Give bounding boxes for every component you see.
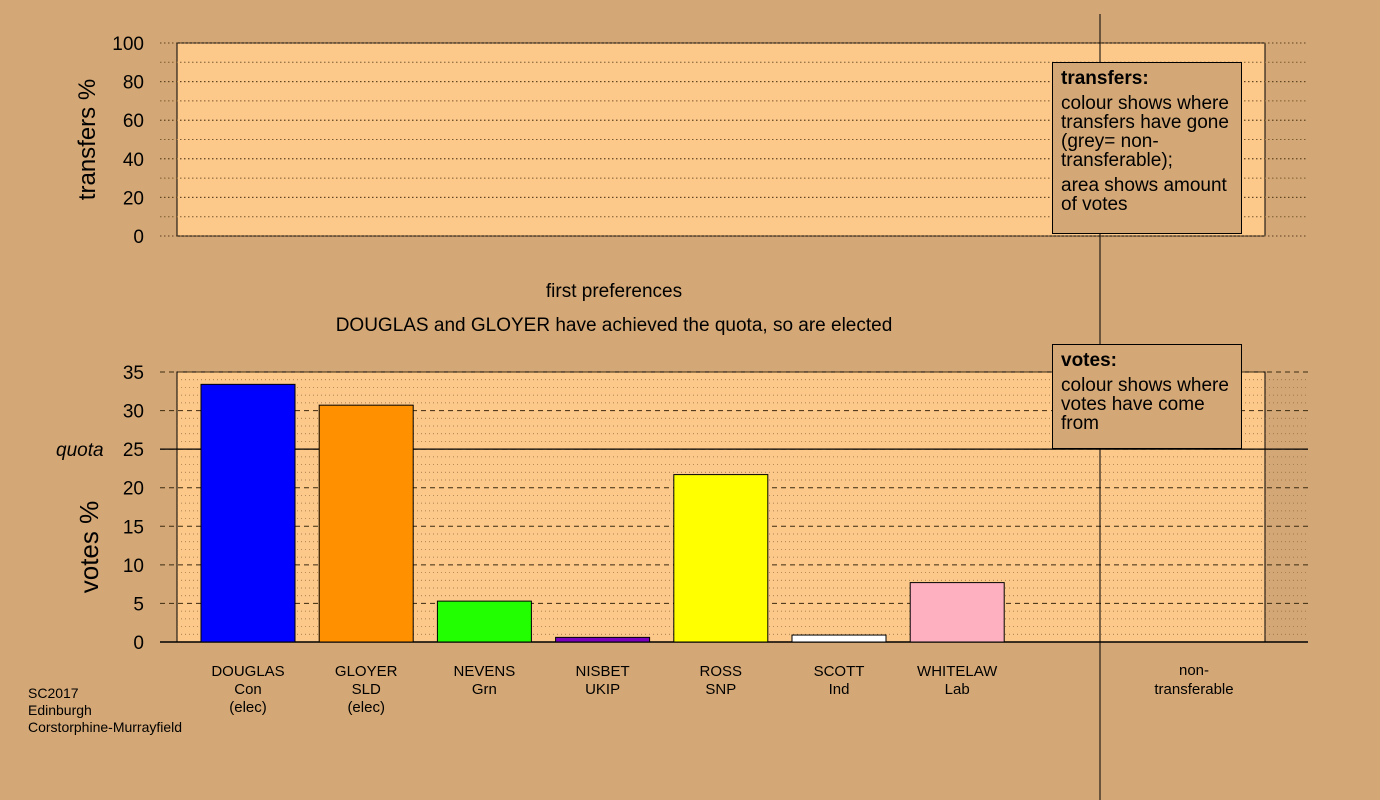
votes-y-tick-label: 10 <box>123 556 144 577</box>
stage-title: first preferences <box>546 281 682 302</box>
candidate-elected-label: (elec) <box>347 699 385 716</box>
footer-ward: Corstorphine-Murrayfield <box>28 719 183 735</box>
stage-message: DOUGLAS and GLOYER have achieved the quo… <box>336 315 893 336</box>
transfers-y-tick-label: 40 <box>123 150 144 171</box>
transfers-legend-line-1: colour shows where transfers have gone (… <box>1061 93 1229 171</box>
footer-election: SC2017 <box>28 685 79 701</box>
votes-legend-title: votes: <box>1061 350 1117 371</box>
transfers-y-tick-label: 80 <box>123 73 144 94</box>
candidate-name-label: ROSS <box>700 663 743 680</box>
candidate-party-label: Con <box>234 681 262 698</box>
non-transferable-label: transferable <box>1154 681 1233 698</box>
votes-legend-line-1: colour shows where votes have come from <box>1061 375 1229 434</box>
transfers-y-tick-label: 20 <box>123 188 144 209</box>
non-transferable-label: non- <box>1179 662 1209 679</box>
bar-whitelaw <box>909 582 1005 643</box>
votes-y-tick-label: 25 <box>123 440 144 461</box>
candidate-party-label: Lab <box>945 681 970 698</box>
transfers-legend-line-2: area shows amount of votes <box>1061 175 1227 215</box>
votes-y-tick-label: 15 <box>123 517 144 538</box>
votes-y-tick-label: 35 <box>123 363 144 384</box>
votes-y-tick-label: 0 <box>133 633 144 654</box>
bar-nevens <box>436 600 532 643</box>
footer-caption: SC2017 Edinburgh Corstorphine-Murrayfiel… <box>28 685 182 736</box>
transfers-legend: transfers: colour shows where transfers … <box>1052 62 1242 234</box>
candidate-party-label: SLD <box>352 681 381 698</box>
candidate-party-label: SNP <box>705 681 736 698</box>
transfers-y-tick-label: 60 <box>123 111 144 132</box>
transfers-y-tick-label: 0 <box>133 227 144 248</box>
candidate-elected-label: (elec) <box>229 699 267 716</box>
votes-y-axis-label: votes % <box>74 501 104 594</box>
candidate-name-label: DOUGLAS <box>211 663 284 680</box>
candidate-name-label: SCOTT <box>814 663 865 680</box>
bar-ross <box>673 474 769 643</box>
quota-label: quota <box>56 440 104 461</box>
candidate-party-label: Ind <box>829 681 850 698</box>
bar-gloyer <box>318 404 414 643</box>
candidate-party-label: Grn <box>472 681 497 698</box>
votes-y-tick-label: 5 <box>133 594 144 615</box>
candidate-name-label: GLOYER <box>335 663 398 680</box>
bar-nisbet <box>555 636 651 643</box>
candidate-name-label: NEVENS <box>454 663 516 680</box>
transfers-y-axis-label: transfers % <box>74 79 101 200</box>
bar-douglas <box>200 383 296 643</box>
bar-scott <box>791 634 887 643</box>
transfers-legend-title: transfers: <box>1061 68 1149 89</box>
transfers-y-tick-label: 100 <box>112 34 144 55</box>
votes-y-tick-label: 20 <box>123 479 144 500</box>
footer-council: Edinburgh <box>28 702 92 718</box>
candidate-name-label: WHITELAW <box>917 663 998 680</box>
candidate-party-label: UKIP <box>585 681 620 698</box>
votes-legend: votes: colour shows where votes have com… <box>1052 344 1242 449</box>
votes-y-tick-label: 30 <box>123 402 144 423</box>
candidate-name-label: NISBET <box>576 663 630 680</box>
